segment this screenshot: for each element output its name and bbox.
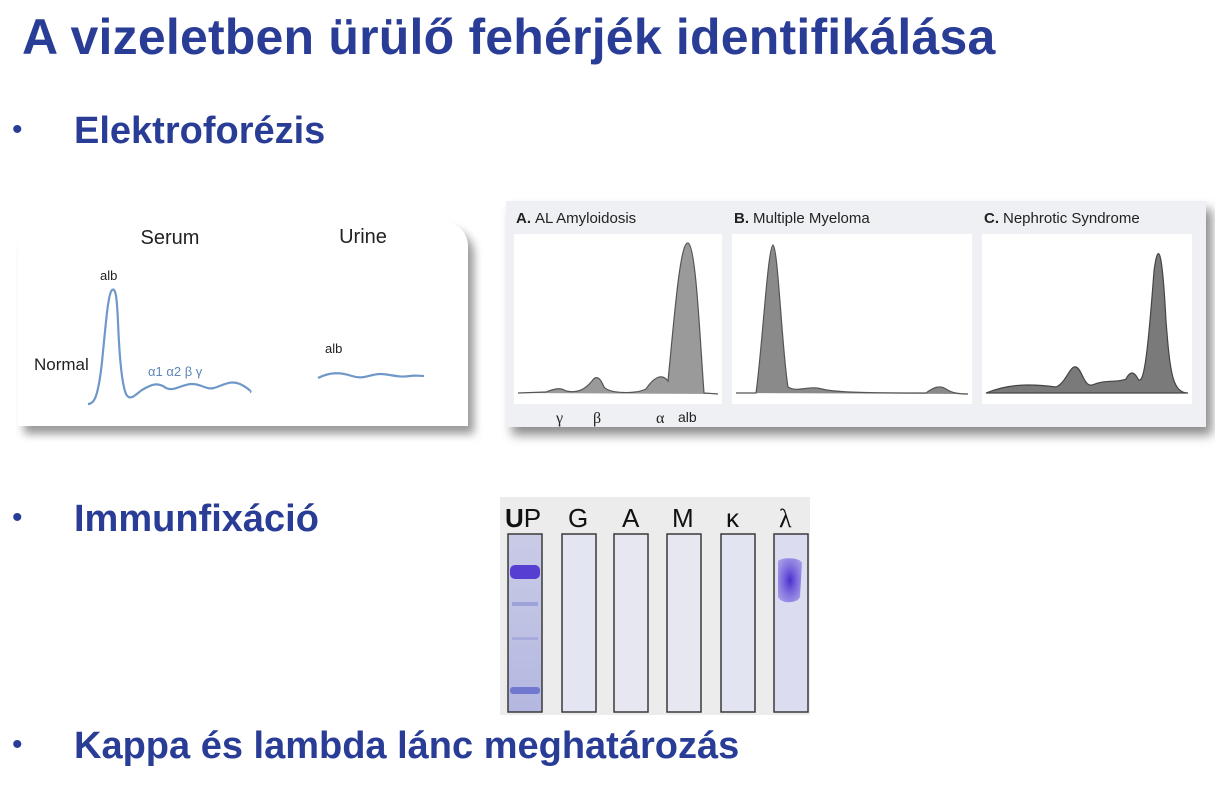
panel-a-title: A. AL Amyloidosis [516,210,636,227]
serum-urine-electrophoresis-figure: Serum Urine Normal alb α1 α2 β γ alb [18,222,468,426]
bullet-text: Elektroforézis [74,110,326,152]
lane-label-up: UP [505,503,541,533]
lane-label-m: M [672,503,694,533]
up-m-spike-band [510,565,540,579]
axis-label-gamma: γ [555,410,563,427]
lane-a [613,533,649,713]
lane-label-g: G [568,503,588,533]
axis-label-alpha: α [656,410,665,427]
bullet-marker: • [12,113,23,146]
lane-label-lambda: λ [779,504,792,533]
panel-b-title: B. Multiple Myeloma [734,210,870,227]
lane-m [666,533,702,713]
bullet-elektroforezis: • Elektroforézis [12,110,325,153]
bullet-text: Immunfixáció [74,498,319,540]
serum-protein-electrophoresis-figure: A. AL Amyloidosis B. Multiple Myeloma C. Ne… [506,201,1206,427]
bullet-marker: • [12,501,23,534]
immunofixation-gel-figure: UP G A M ĸ λ [500,497,810,715]
bullet-kappa-lambda: • Kappa és lambda lánc meghatározás [12,725,739,768]
axis-label-beta: β [593,410,601,427]
panel-b-trace [736,244,969,395]
urine-trace [317,372,425,379]
serum-label: Serum [141,227,200,249]
normal-row-label: Normal [34,355,89,374]
bullet-marker: • [12,728,23,761]
up-albumin-band [510,687,540,694]
lane-label-a: A [622,503,640,533]
slide-title: A vizeletben ürülő fehérjék identifikálá… [22,9,996,65]
lane-label-kappa: ĸ [726,503,740,533]
urine-label: Urine [339,226,387,248]
lane-up [507,533,543,713]
serum-trace [87,288,252,406]
axis-label-alb: alb [678,409,697,425]
urine-alb-label: alb [325,341,342,356]
lambda-band [778,558,802,603]
up-faint-band [512,602,538,606]
immunofixation-drawing: UP G A M ĸ λ [505,503,809,713]
panel-c-trace [985,252,1189,394]
panel-c-title: C. Nephrotic Syndrome [984,210,1140,227]
lane-kappa [720,533,756,713]
lane-g [561,533,597,713]
bullet-text: Kappa és lambda lánc meghatározás [74,725,740,767]
bullet-immunfixacio: • Immunfixáció [12,498,319,541]
serum-urine-drawing: Serum Urine Normal alb α1 α2 β γ alb [34,226,425,406]
up-faint-band [512,637,538,640]
panel-a-trace [517,242,719,395]
serum-fraction-labels: α1 α2 β γ [148,364,203,379]
spep-drawing: A. AL Amyloidosis B. Multiple Myeloma C. Ne… [514,210,1192,427]
serum-alb-label: alb [100,268,117,283]
